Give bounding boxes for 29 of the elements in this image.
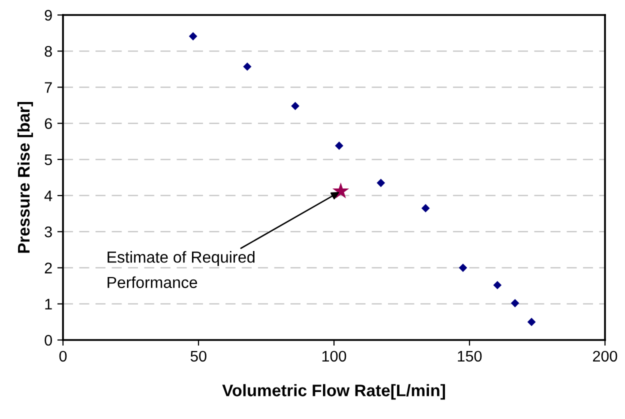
y-tick-label: 0 [44, 334, 52, 346]
x-axis-title: Volumetric Flow Rate[L/min] [222, 384, 445, 400]
point [458, 264, 468, 272]
y-tick-label: 6 [44, 118, 52, 130]
y-tick-label: 8 [44, 46, 52, 57]
x-tick-label: 50 [190, 350, 206, 362]
y-tick-label: 9 [44, 10, 52, 21]
x-tick-label: 0 [59, 350, 67, 362]
y-tick-label: 1 [45, 298, 52, 310]
y-tick-label: 2 [44, 262, 52, 274]
x-tick-label: 100 [322, 350, 346, 362]
point [510, 299, 520, 308]
point [243, 62, 252, 71]
point [334, 142, 344, 150]
y-tick-label: 3 [44, 226, 52, 238]
point [493, 280, 502, 290]
point [332, 182, 350, 198]
point [376, 178, 386, 188]
point [188, 32, 198, 40]
point [291, 102, 300, 110]
y-tick-label: 4 [44, 190, 52, 202]
point [421, 204, 430, 212]
y-tick-label: 5 [44, 154, 52, 166]
y-axis-title: Pressure Rise [bar] [17, 102, 33, 253]
x-tick-label: 200 [593, 350, 618, 362]
y-tick-label: 7 [44, 82, 52, 93]
x-tick-label: 150 [458, 350, 482, 362]
point [527, 318, 536, 326]
annotation: Estimate of Required Performance [108, 251, 254, 288]
